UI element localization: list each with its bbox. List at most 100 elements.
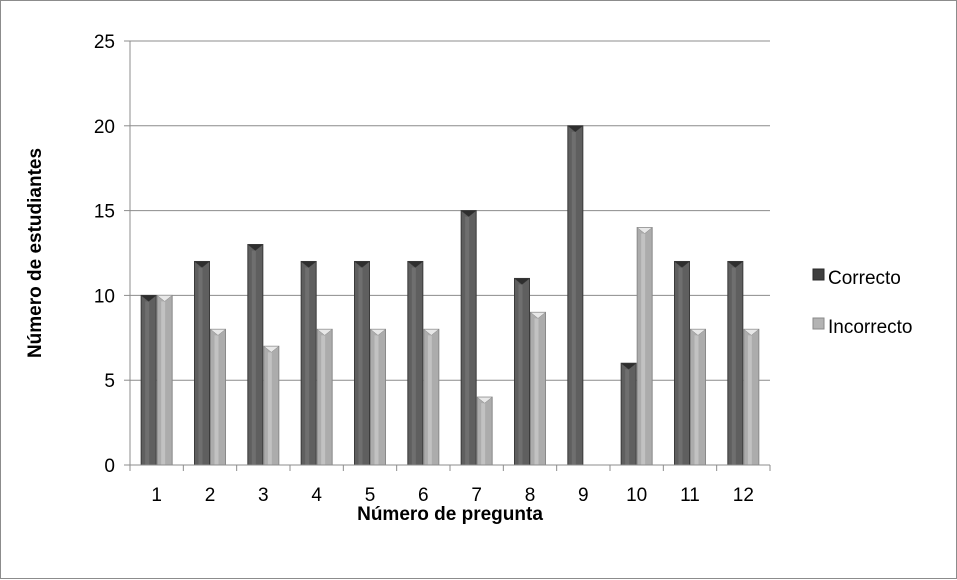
bar-incorrecto-q1 xyxy=(156,294,173,466)
bar-shine xyxy=(358,267,363,465)
bar-shine xyxy=(374,335,379,465)
bar-cap xyxy=(513,278,531,285)
x-tick-label: 2 xyxy=(205,485,216,506)
bar-shine xyxy=(518,284,523,465)
bar-cap xyxy=(263,346,280,353)
bar-shine xyxy=(321,335,326,465)
bar-shine xyxy=(305,267,310,465)
bar-shine xyxy=(161,301,166,465)
x-tick-label: 6 xyxy=(418,485,429,506)
legend-label-incorrecto: Incorrecto xyxy=(828,317,912,338)
bar-shine xyxy=(267,352,272,465)
bar-cap xyxy=(567,125,584,133)
bar-shine xyxy=(747,335,752,465)
x-tick-label: 8 xyxy=(525,485,536,506)
bar-correcto-q2 xyxy=(193,260,211,466)
bar-incorrecto-q10 xyxy=(636,227,653,466)
bar-shine xyxy=(198,267,203,465)
bar-shine xyxy=(411,267,416,465)
bar-cap xyxy=(300,261,317,268)
bar-correcto-q9 xyxy=(567,125,584,466)
bar-correcto-q3 xyxy=(247,244,264,466)
bar-cap xyxy=(193,261,211,268)
bar-correcto-q8 xyxy=(513,277,531,466)
x-tick-label: 9 xyxy=(578,485,589,506)
bar-cap xyxy=(636,227,653,234)
bar-shine xyxy=(534,318,539,465)
bar-cap xyxy=(620,362,637,370)
legend: Correcto Incorrecto xyxy=(812,268,912,338)
bar-cap xyxy=(156,295,173,302)
x-axis-title: Número de pregunta xyxy=(357,504,543,525)
x-tick-label: 12 xyxy=(733,485,754,506)
bar-shine xyxy=(465,216,470,465)
x-tick-label: 11 xyxy=(680,485,700,506)
y-tick-label: 25 xyxy=(94,32,115,53)
bar-cap xyxy=(727,261,744,268)
bars xyxy=(140,125,760,466)
bar-cap xyxy=(369,329,387,336)
bar-incorrecto-q6 xyxy=(423,328,440,466)
bar-incorrecto-q5 xyxy=(369,328,387,466)
bar-cap xyxy=(743,329,760,336)
x-tick-label: 4 xyxy=(311,485,322,506)
bar-correcto-q12 xyxy=(727,260,744,466)
bar-cap xyxy=(140,295,157,302)
bar-cap xyxy=(247,244,264,251)
x-tick-label: 10 xyxy=(626,485,647,506)
bar-incorrecto-q2 xyxy=(209,328,227,466)
x-tick-label: 1 xyxy=(151,485,162,506)
y-tick-label: 0 xyxy=(104,456,115,477)
y-axis-title: Número de estudiantes xyxy=(25,148,46,358)
bar-shine xyxy=(481,403,486,465)
legend-swatch-incorrecto xyxy=(812,317,825,330)
bar-shine xyxy=(145,301,150,465)
y-tick-label: 10 xyxy=(94,286,115,307)
bar-shine xyxy=(571,131,576,466)
legend-item-incorrecto: Incorrecto xyxy=(812,317,912,338)
bar-shine xyxy=(427,335,432,465)
bar-cap xyxy=(353,261,371,268)
y-tick-label: 15 xyxy=(94,202,115,223)
bar-shine xyxy=(641,233,646,465)
bar-correcto-q7 xyxy=(460,210,477,466)
bar-correcto-q10 xyxy=(620,362,637,466)
bar-cap xyxy=(689,329,707,336)
bar-cap xyxy=(460,210,477,217)
legend-swatch-correcto xyxy=(812,268,825,281)
bar-incorrecto-q11 xyxy=(689,328,707,466)
bar-shine xyxy=(251,250,256,465)
bar-shine xyxy=(731,267,736,465)
x-tick-label: 5 xyxy=(365,485,376,506)
gridlines xyxy=(130,40,770,381)
bar-shine xyxy=(625,369,630,465)
bar-incorrecto-q7 xyxy=(476,396,493,466)
bar-cap xyxy=(423,329,440,336)
y-tick-label: 20 xyxy=(94,117,115,138)
bar-shine xyxy=(214,335,219,465)
legend-label-correcto: Correcto xyxy=(828,268,901,289)
bar-correcto-q11 xyxy=(673,260,691,466)
bar-incorrecto-q12 xyxy=(743,328,760,466)
bar-shine xyxy=(678,267,683,465)
x-tick-label: 3 xyxy=(258,485,269,506)
x-tick-label: 7 xyxy=(471,485,482,506)
bar-correcto-q4 xyxy=(300,260,317,466)
bar-correcto-q5 xyxy=(353,260,371,466)
bar-cap xyxy=(529,312,547,319)
bar-cap xyxy=(316,329,333,336)
bar-incorrecto-q8 xyxy=(529,311,547,466)
bar-correcto-q1 xyxy=(140,294,157,466)
legend-item-correcto: Correcto xyxy=(812,268,901,289)
bar-shine xyxy=(694,335,699,465)
y-tick-label: 5 xyxy=(104,371,115,392)
bar-cap xyxy=(476,396,493,404)
bar-cap xyxy=(407,261,424,268)
bar-cap xyxy=(209,329,227,336)
bar-incorrecto-q4 xyxy=(316,328,333,466)
bar-incorrecto-q3 xyxy=(263,345,280,466)
bar-correcto-q6 xyxy=(407,260,424,466)
